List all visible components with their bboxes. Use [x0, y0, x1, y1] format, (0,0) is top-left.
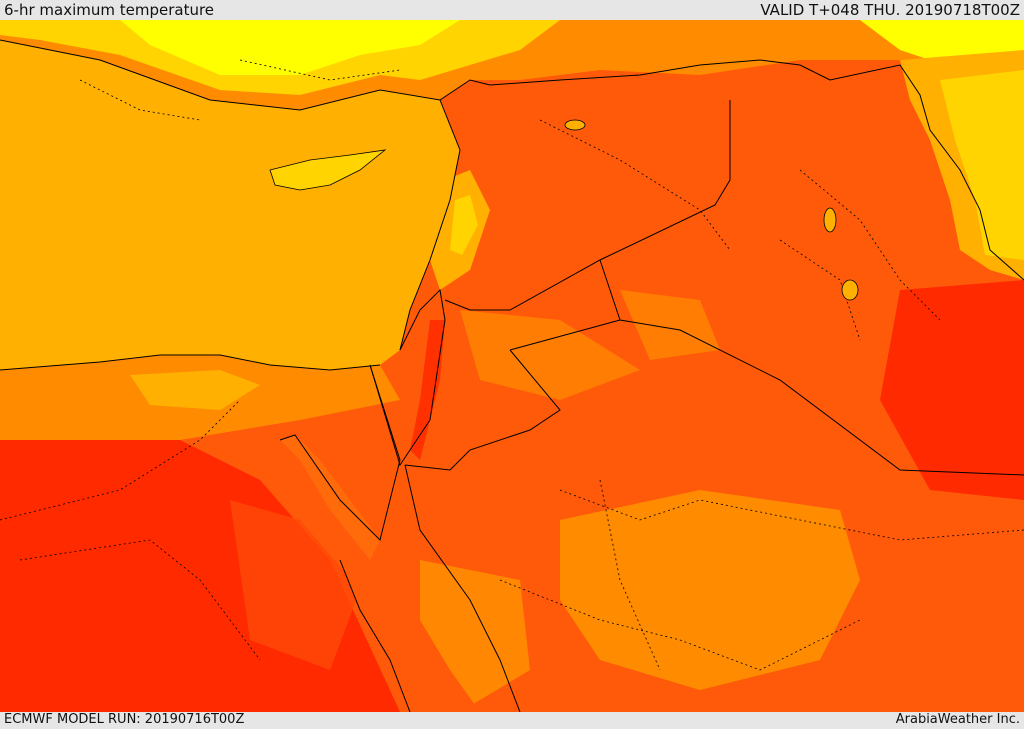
province-boundaries: [0, 59, 1024, 671]
credit-label: ArabiaWeather Inc.: [895, 712, 1020, 727]
dotted-boundary-egypt: [0, 399, 241, 521]
footer-bar: ECMWF MODEL RUN: 20190716T00Z ArabiaWeat…: [0, 712, 1024, 729]
gulf-of-suez: [280, 435, 380, 560]
border-israel-egypt: [369, 288, 446, 467]
lake-assad: [564, 119, 586, 131]
mediterranean-sea: [0, 40, 460, 370]
dotted-boundary-syria: [539, 119, 731, 251]
map-title: 6-hr maximum temperature: [4, 1, 215, 19]
dead-sea-valley: [410, 320, 445, 460]
dotted-boundary-saudi-3: [599, 479, 661, 671]
border-jordan-saudi-south: [404, 349, 561, 471]
valid-time: VALID T+048 THU. 20190718T00Z: [760, 1, 1020, 19]
turkey-coast: [0, 39, 491, 111]
lebanon-peaks: [450, 195, 478, 255]
turkey-coolest-zone: [120, 20, 460, 75]
lake-tharthar: [841, 279, 859, 301]
cyprus-island: [269, 149, 387, 191]
warm-zone-saudi: [560, 490, 860, 690]
map-canvas: [0, 20, 1024, 712]
red-sea: [340, 560, 480, 712]
heat-zone-iraq: [880, 280, 1024, 500]
dotted-boundary-egypt-2: [19, 539, 261, 661]
country-borders: [0, 39, 1024, 712]
warm-zone-jordan: [460, 310, 640, 400]
warm-zone-syria-desert: [620, 290, 720, 360]
dotted-boundary-saudi: [559, 489, 1024, 541]
egypt-coast: [0, 354, 381, 371]
border-turkey-iraq-iran: [489, 59, 1024, 281]
levant-coast: [399, 99, 461, 351]
zagros-cool: [940, 70, 1024, 260]
nile-delta: [130, 370, 260, 410]
border-iraq-saudi: [599, 259, 1024, 476]
heat-zone-egypt-2: [230, 500, 360, 670]
border-jordan-saudi-north: [509, 319, 621, 351]
saudi-coast: [404, 464, 521, 712]
egypt-red-sea-coast: [339, 559, 411, 712]
lake-mosul: [823, 207, 837, 233]
header-bar: 6-hr maximum temperature VALID T+048 THU…: [0, 0, 1024, 20]
temperature-map: [0, 20, 1024, 712]
dotted-boundary-turkey-2: [239, 59, 401, 81]
dotted-boundary-saudi-2: [499, 579, 861, 671]
sinai-coast: [279, 364, 401, 541]
model-run-label: ECMWF MODEL RUN: 20190716T00Z: [4, 712, 245, 727]
